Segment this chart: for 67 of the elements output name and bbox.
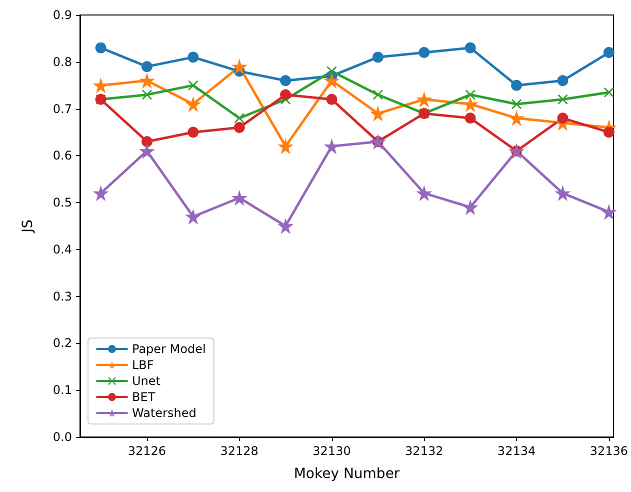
point — [231, 190, 248, 206]
point — [600, 204, 617, 220]
legend-label: Paper Model — [132, 342, 206, 356]
point — [557, 75, 568, 86]
point — [604, 87, 614, 98]
point — [231, 58, 248, 75]
x-tick-label: 32126 — [128, 444, 166, 458]
x-tick-label: 32132 — [405, 444, 444, 458]
y-tick-label: 0.5 — [52, 196, 72, 210]
y-tick-label: 0.7 — [52, 102, 72, 116]
point — [554, 185, 571, 202]
y-axis-title: JS — [20, 219, 36, 234]
point — [141, 61, 152, 72]
point — [280, 89, 292, 100]
point — [234, 113, 244, 124]
point — [372, 52, 384, 63]
point — [462, 199, 478, 216]
point — [464, 42, 476, 54]
point — [603, 47, 614, 58]
point — [372, 90, 383, 100]
x-tick-label: 32128 — [220, 444, 258, 458]
point — [142, 90, 152, 100]
point — [234, 122, 245, 134]
point — [188, 80, 198, 90]
point — [557, 112, 568, 124]
y-tick-label: 0.3 — [52, 289, 72, 304]
legend-label: LBF — [132, 358, 154, 372]
point — [188, 52, 199, 63]
point — [324, 72, 340, 89]
point — [138, 142, 155, 159]
y-tick-label: 0.4 — [52, 242, 72, 256]
y-tick-label: 0.9 — [52, 8, 72, 22]
x-tick-label: 32130 — [312, 444, 351, 458]
point — [370, 105, 386, 122]
point — [464, 112, 476, 124]
point — [188, 126, 199, 138]
y-tick-label: 0.6 — [52, 148, 72, 163]
point — [326, 94, 338, 105]
point — [416, 91, 432, 108]
legend-label: BET — [132, 390, 156, 404]
point — [465, 90, 476, 100]
point — [278, 218, 294, 234]
x-axis-title: Mokey Number — [294, 466, 400, 482]
point — [326, 66, 337, 76]
point — [512, 99, 522, 110]
point — [185, 96, 202, 112]
y-tick-label: 0.1 — [52, 383, 72, 398]
point — [92, 185, 109, 202]
point — [280, 75, 292, 86]
point — [278, 138, 294, 154]
y-tick-label: 0.2 — [52, 336, 72, 350]
y-tick-label: 0.8 — [52, 54, 72, 69]
point — [462, 96, 478, 112]
x-tick-label: 32134 — [497, 444, 536, 458]
legend-label: Unet — [132, 374, 161, 388]
point — [185, 208, 202, 225]
point — [138, 72, 155, 89]
point — [95, 42, 106, 54]
point — [511, 80, 522, 91]
point — [558, 94, 568, 104]
point — [141, 136, 152, 148]
legend-label: Watershed — [132, 406, 196, 420]
y-tick-label: 0.0 — [52, 430, 72, 444]
point — [508, 110, 525, 126]
x-tick-label: 32136 — [590, 444, 628, 458]
point — [418, 47, 430, 58]
point — [416, 185, 432, 202]
